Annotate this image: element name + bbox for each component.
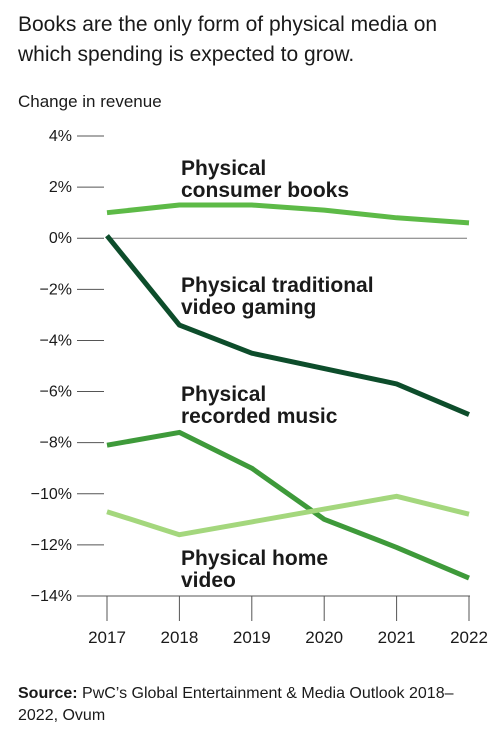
series-label: Physical <box>181 383 266 406</box>
series-label: Physical home <box>181 547 328 570</box>
series-line <box>106 493 470 538</box>
x-tick-label: 2022 <box>450 628 488 647</box>
x-tick-label: 2021 <box>378 628 416 647</box>
series-label: Physical <box>181 157 266 180</box>
y-axis-label: Change in revenue <box>18 92 162 111</box>
y-tick-label: −10% <box>31 486 72 503</box>
series-label: video gaming <box>181 296 316 319</box>
x-tick-label: 2019 <box>233 628 271 647</box>
y-tick-label: −4% <box>40 332 72 349</box>
series-line <box>105 234 470 417</box>
series-label: Physical traditional <box>181 274 374 297</box>
y-tick-label: −6% <box>40 384 72 401</box>
y-tick-label: −2% <box>40 281 72 298</box>
x-tick-label: 2020 <box>305 628 343 647</box>
series-line <box>106 429 470 581</box>
y-tick-label: 2% <box>49 179 72 196</box>
chart-title: Books are the only form of physical medi… <box>18 13 438 66</box>
source-note: Source: PwC’s Global Entertainment & Med… <box>18 683 488 727</box>
y-tick-label: −14% <box>31 588 72 605</box>
source-text: PwC’s Global Entertainment & Media Outlo… <box>18 685 454 724</box>
series-label: recorded music <box>181 405 338 428</box>
series-line <box>106 202 470 226</box>
series-label: video <box>181 569 236 592</box>
series-label: consumer books <box>181 179 349 202</box>
y-tick-label: 4% <box>49 128 72 145</box>
y-tick-label: −8% <box>40 435 72 452</box>
y-tick-label: −12% <box>31 537 72 554</box>
x-tick-label: 2018 <box>160 628 198 647</box>
source-label: Source: <box>18 685 78 702</box>
x-tick-label: 2017 <box>88 628 126 647</box>
y-tick-label: 0% <box>49 230 72 247</box>
